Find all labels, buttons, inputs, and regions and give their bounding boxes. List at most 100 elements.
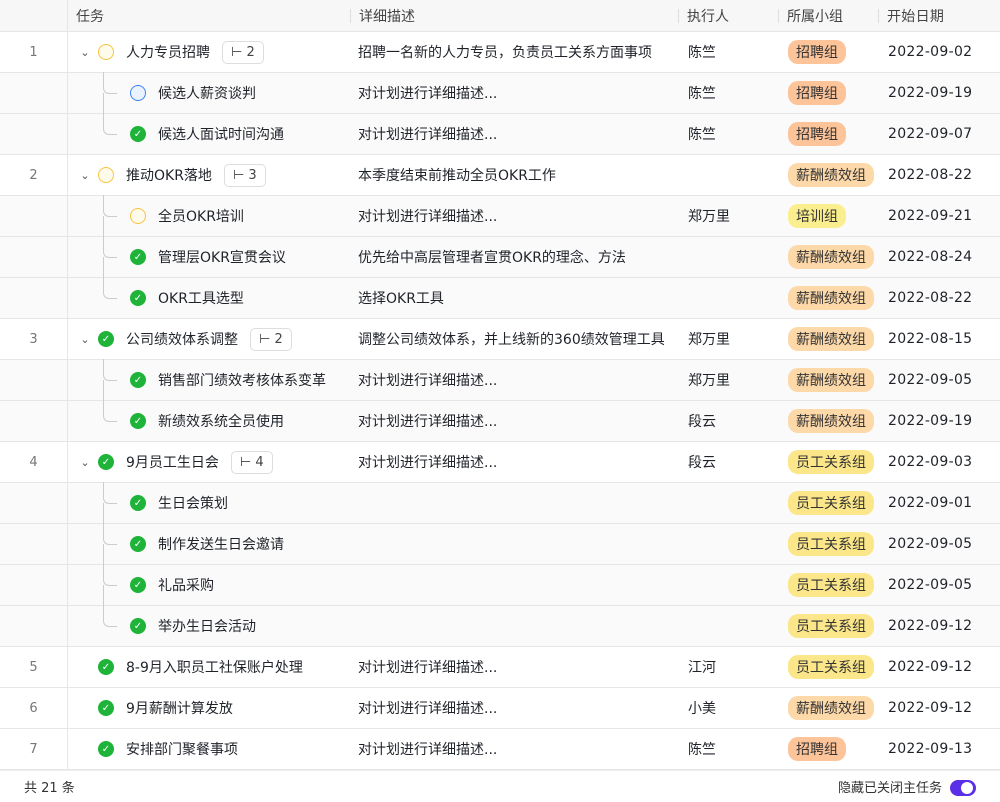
task-title[interactable]: 候选人面试时间沟通 [158, 127, 284, 143]
table-row[interactable]: 6 ✓ 9月薪酬计算发放 对计划进行详细描述... 小美 薪酬绩效组 2022-0… [0, 688, 1000, 729]
task-title[interactable]: 推动OKR落地 [126, 168, 212, 184]
column-desc[interactable]: 详细描述 [350, 6, 678, 26]
task-title[interactable]: 安排部门聚餐事项 [126, 742, 238, 758]
table-row[interactable]: 5 ✓ 8-9月入职员工社保账户处理 对计划进行详细描述... 江河 员工关系组 … [0, 647, 1000, 688]
not-started-icon[interactable] [130, 85, 146, 101]
check-circle-icon[interactable]: ✓ [98, 454, 114, 470]
column-assignee[interactable]: 执行人 [678, 6, 778, 26]
in-progress-icon[interactable] [98, 44, 114, 60]
check-circle-icon[interactable]: ✓ [98, 659, 114, 675]
group-cell[interactable]: 薪酬绩效组 [778, 368, 878, 392]
table-row[interactable]: ✓ OKR工具选型 选择OKR工具 薪酬绩效组 2022-08-22 [0, 277, 1000, 319]
date-cell[interactable]: 2022-09-19 [888, 85, 973, 101]
table-row[interactable]: ✓ 制作发送生日会邀请 员工关系组 2022-09-05 [0, 523, 1000, 565]
check-circle-icon[interactable]: ✓ [130, 290, 146, 306]
group-cell[interactable]: 薪酬绩效组 [778, 327, 878, 351]
table-row[interactable]: 3 ⌄ ✓ 公司绩效体系调整 ⊢ 2 调整公司绩效体系，并上线新的360绩效管理工具 … [0, 319, 1000, 360]
group-cell[interactable]: 员工关系组 [778, 491, 878, 515]
assignee-cell[interactable]: 段云 [688, 414, 716, 430]
column-date[interactable]: 开始日期 [878, 6, 1000, 26]
table-row[interactable]: 7 ✓ 安排部门聚餐事项 对计划进行详细描述... 陈竺 招聘组 2022-09-… [0, 729, 1000, 770]
date-cell[interactable]: 2022-09-12 [888, 700, 973, 716]
desc-cell[interactable]: 对计划进行详细描述... [358, 455, 498, 471]
assignee-cell[interactable]: 陈竺 [688, 742, 716, 758]
check-circle-icon[interactable]: ✓ [130, 126, 146, 142]
desc-cell[interactable]: 对计划进行详细描述... [358, 127, 498, 143]
group-cell[interactable]: 薪酬绩效组 [778, 696, 878, 720]
check-circle-icon[interactable]: ✓ [130, 577, 146, 593]
table-row[interactable]: 1 ⌄ 人力专员招聘 ⊢ 2 招聘一名新的人力专员，负责员工关系方面事项 陈竺 招聘… [0, 32, 1000, 73]
desc-cell[interactable]: 对计划进行详细描述... [358, 742, 498, 758]
subtask-count[interactable]: ⊢ 4 [230, 450, 273, 474]
task-title[interactable]: 举办生日会活动 [158, 619, 256, 635]
table-row[interactable]: 全员OKR培训 对计划进行详细描述... 郑万里 培训组 2022-09-21 [0, 195, 1000, 237]
chevron-down-icon[interactable]: ⌄ [80, 45, 90, 59]
task-title[interactable]: 全员OKR培训 [158, 209, 244, 225]
assignee-cell[interactable]: 小美 [688, 701, 716, 717]
check-circle-icon[interactable]: ✓ [130, 618, 146, 634]
task-title[interactable]: 9月薪酬计算发放 [126, 701, 233, 717]
assignee-cell[interactable]: 陈竺 [688, 45, 716, 61]
date-cell[interactable]: 2022-09-03 [888, 454, 973, 470]
subtask-count[interactable]: ⊢ 2 [250, 327, 292, 351]
check-circle-icon[interactable]: ✓ [130, 372, 146, 388]
assignee-cell[interactable]: 陈竺 [688, 127, 716, 143]
table-row[interactable]: ✓ 生日会策划 员工关系组 2022-09-01 [0, 482, 1000, 524]
date-cell[interactable]: 2022-08-22 [888, 290, 973, 306]
assignee-cell[interactable]: 陈竺 [688, 86, 716, 102]
check-circle-icon[interactable]: ✓ [98, 700, 114, 716]
date-cell[interactable]: 2022-09-05 [888, 577, 973, 593]
date-cell[interactable]: 2022-09-05 [888, 536, 973, 552]
group-cell[interactable]: 培训组 [778, 204, 878, 228]
group-cell[interactable]: 员工关系组 [778, 450, 878, 474]
date-cell[interactable]: 2022-09-02 [888, 44, 973, 60]
desc-cell[interactable]: 对计划进行详细描述... [358, 373, 498, 389]
group-cell[interactable]: 薪酬绩效组 [778, 245, 878, 269]
group-cell[interactable]: 招聘组 [778, 122, 878, 146]
desc-cell[interactable]: 对计划进行详细描述... [358, 209, 498, 225]
subtask-count[interactable]: ⊢ 3 [223, 163, 266, 187]
task-title[interactable]: 公司绩效体系调整 [126, 332, 238, 348]
check-circle-icon[interactable]: ✓ [130, 413, 146, 429]
group-cell[interactable]: 招聘组 [778, 737, 878, 761]
assignee-cell[interactable]: 江河 [688, 660, 716, 676]
task-title[interactable]: 候选人薪资谈判 [158, 86, 256, 102]
date-cell[interactable]: 2022-08-24 [888, 249, 973, 265]
hide-closed-toggle[interactable] [950, 780, 976, 797]
column-group[interactable]: 所属小组 [778, 6, 878, 26]
chevron-down-icon[interactable]: ⌄ [80, 455, 90, 469]
task-title[interactable]: 生日会策划 [158, 496, 228, 512]
task-title[interactable]: OKR工具选型 [158, 291, 244, 307]
date-cell[interactable]: 2022-09-13 [888, 741, 973, 757]
desc-cell[interactable]: 优先给中高层管理者宣贯OKR的理念、方法 [358, 250, 626, 266]
group-cell[interactable]: 招聘组 [778, 81, 878, 105]
desc-cell[interactable]: 招聘一名新的人力专员，负责员工关系方面事项 [358, 45, 652, 61]
chevron-down-icon[interactable]: ⌄ [80, 168, 90, 182]
column-task[interactable]: 任务 [76, 8, 104, 25]
check-circle-icon[interactable]: ✓ [98, 741, 114, 757]
table-row[interactable]: 4 ⌄ ✓ 9月员工生日会 ⊢ 4 对计划进行详细描述... 段云 员工关系组 202… [0, 442, 1000, 483]
group-cell[interactable]: 薪酬绩效组 [778, 409, 878, 433]
in-progress-icon[interactable] [98, 167, 114, 183]
date-cell[interactable]: 2022-09-07 [888, 126, 973, 142]
task-title[interactable]: 人力专员招聘 [126, 45, 210, 61]
assignee-cell[interactable]: 郑万里 [688, 373, 730, 389]
table-row[interactable]: ✓ 销售部门绩效考核体系变革 对计划进行详细描述... 郑万里 薪酬绩效组 202… [0, 359, 1000, 401]
date-cell[interactable]: 2022-09-01 [888, 495, 973, 511]
task-title[interactable]: 管理层OKR宣贯会议 [158, 250, 286, 266]
check-circle-icon[interactable]: ✓ [130, 249, 146, 265]
desc-cell[interactable]: 对计划进行详细描述... [358, 660, 498, 676]
table-row[interactable]: ✓ 举办生日会活动 员工关系组 2022-09-12 [0, 605, 1000, 647]
group-cell[interactable]: 薪酬绩效组 [778, 286, 878, 310]
desc-cell[interactable]: 对计划进行详细描述... [358, 701, 498, 717]
table-row[interactable]: ✓ 候选人面试时间沟通 对计划进行详细描述... 陈竺 招聘组 2022-09-0… [0, 113, 1000, 155]
assignee-cell[interactable]: 段云 [688, 455, 716, 471]
desc-cell[interactable]: 对计划进行详细描述... [358, 86, 498, 102]
date-cell[interactable]: 2022-09-12 [888, 618, 973, 634]
desc-cell[interactable]: 本季度结束前推动全员OKR工作 [358, 168, 556, 184]
task-title[interactable]: 9月员工生日会 [126, 455, 219, 471]
chevron-down-icon[interactable]: ⌄ [80, 332, 90, 346]
assignee-cell[interactable]: 郑万里 [688, 209, 730, 225]
task-title[interactable]: 礼品采购 [158, 578, 214, 594]
desc-cell[interactable]: 选择OKR工具 [358, 291, 444, 307]
